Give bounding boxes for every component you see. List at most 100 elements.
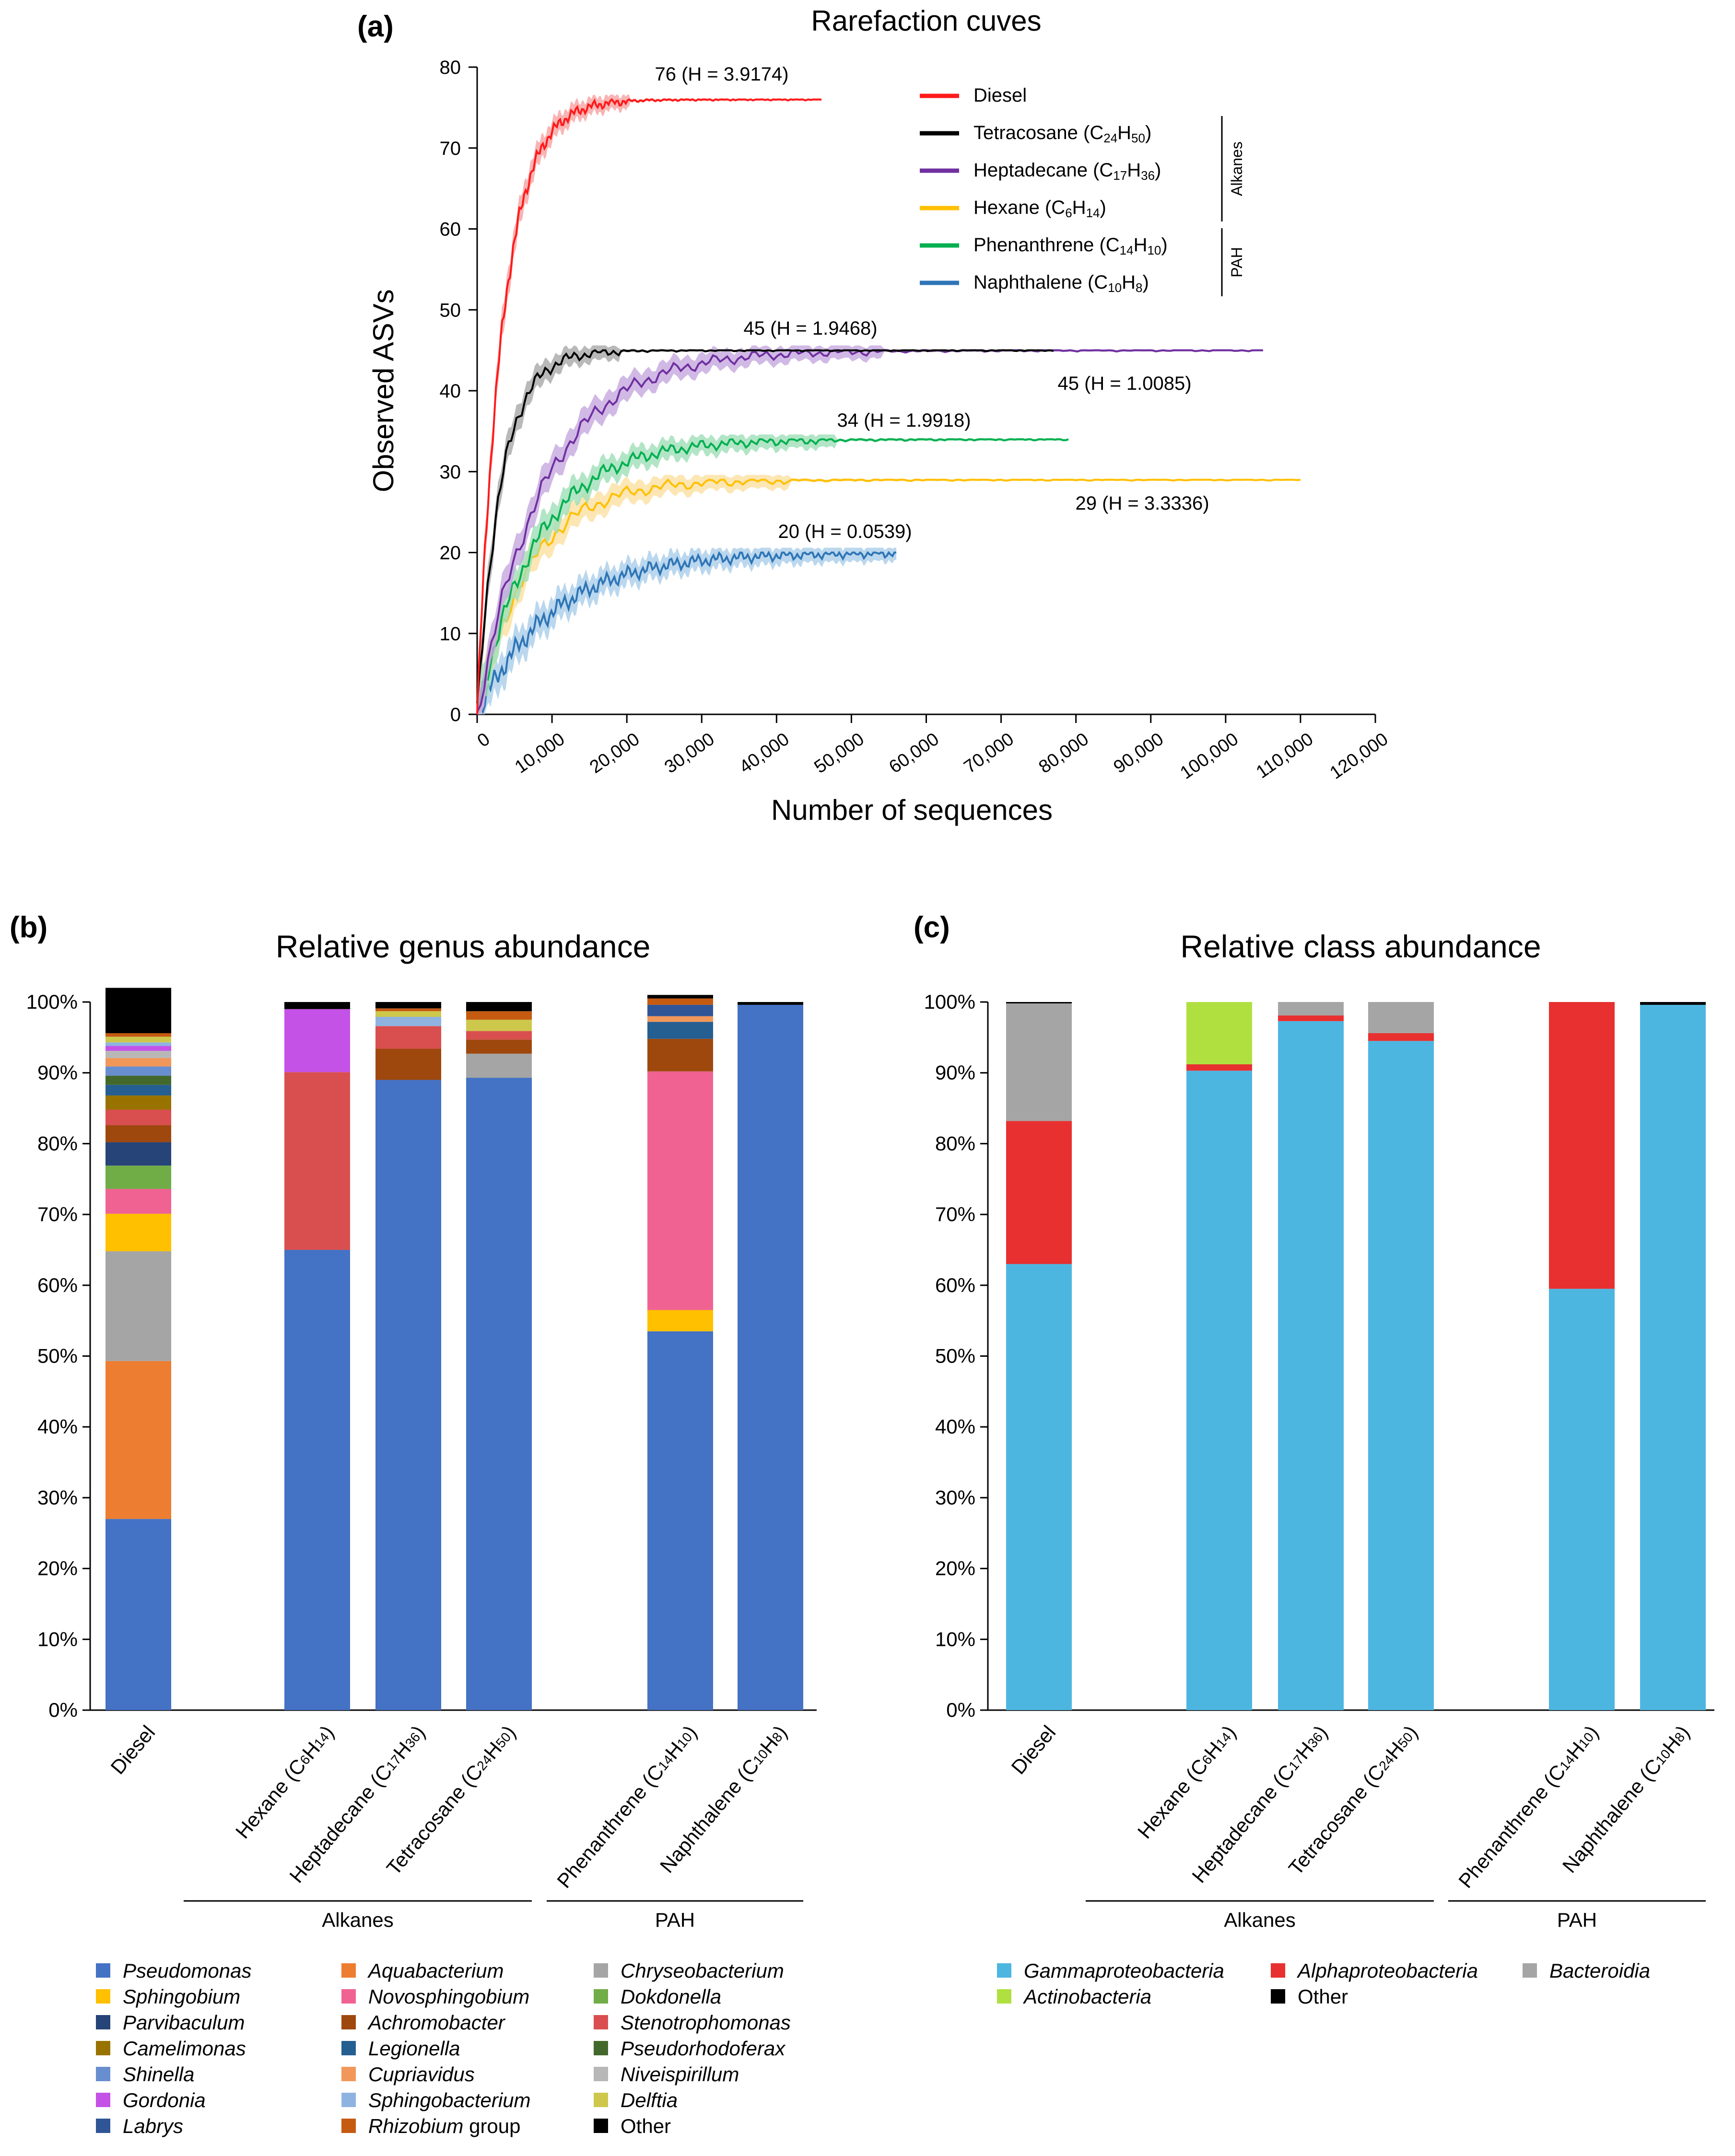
genus-bar-cupriavidus-0 [106,1058,171,1067]
confidence-band-tetracosane-c24h50 [477,345,1054,714]
legend-label-naphthalene-c10h8: Naphthalene (C10H8) [973,272,1149,295]
genus-y-tick-label: 0% [48,1699,78,1721]
class-y-tick-label: 90% [935,1061,975,1084]
panel-label-a: (a) [357,10,394,43]
genus-y-tick-label: 40% [37,1415,78,1438]
confidence-band-naphthalene-c10h8 [477,548,897,714]
class-bar-gammaproteobacteria-1 [1186,1071,1252,1710]
genus-bar-aquabacterium-0 [106,1361,171,1519]
genus-legend-label-parvibaculum: Parvibaculum [123,2011,245,2034]
genus-bar-achromobacter-3 [466,1039,532,1054]
genus-legend-label-labrys: Labrys [123,2115,183,2137]
genus-bar-pseudomonas-0 [106,1519,171,1710]
x-tick-label: 20,000 [586,729,643,778]
genus-category-label-0: Diesel [106,1721,160,1779]
y-tick-label: 50 [440,300,461,321]
class-bar-bacteroidia-3 [1368,1002,1434,1033]
genus-legend-swatch-sphingobium [96,1989,110,2004]
genus-legend-label-gordonia: Gordonia [123,2089,206,2111]
genus-bar-other-4 [647,995,713,999]
panel-label-c: (c) [914,911,950,944]
genus-y-tick-label: 60% [37,1274,78,1296]
class-legend-swatch-gammaproteobacteria [997,1963,1011,1978]
class-legend-swatch-alphaproteobacteria [1271,1963,1285,1978]
genus-legend-swatch-gordonia [96,2093,110,2107]
genus-bar-other-5 [738,1002,803,1005]
x-tick-label: 90,000 [1110,729,1167,778]
genus-title: Relative genus abundance [276,929,651,964]
class-y-tick-label: 50% [935,1345,975,1367]
genus-bar-sphingobacterium-2 [375,1017,441,1026]
genus-legend-swatch-novosphingobium [341,1989,356,2004]
genus-bar-dokdonella-0 [106,1165,171,1189]
genus-legend-swatch-niveispirillum [594,2067,608,2081]
class-legend-label-bacteroidia: Bacteroidia [1549,1959,1650,1982]
genus-legend-swatch-labrys [96,2119,110,2133]
genus-legend-swatch-dokdonella [594,1989,608,2004]
class-bar-gammaproteobacteria-5 [1640,1004,1706,1710]
genus-legend-swatch-shinella [96,2067,110,2081]
genus-bar-delftia-3 [466,1019,532,1031]
x-tick-label: 30,000 [661,729,718,778]
genus-y-tick-label: 90% [37,1061,78,1084]
genus-legend-label-pseudorhodoferax: Pseudorhodoferax [621,2037,786,2060]
genus-y-tick-label: 50% [37,1345,78,1367]
genus-y-tick-label: 70% [37,1203,78,1225]
genus-bar-achromobacter-4 [647,1038,713,1072]
class-y-tick-label: 70% [935,1203,975,1225]
class-legend-label-alphaproteobacteria: Alphaproteobacteria [1296,1959,1478,1982]
genus-legend-swatch-chryseobacterium [594,1963,608,1978]
x-tick-label: 80,000 [1035,729,1092,778]
genus-legend-swatch-legionella [341,2041,356,2055]
genus-legend-label-aquabacterium: Aquabacterium [367,1959,504,1982]
genus-bar-parvibaculum-0 [106,1142,171,1166]
class-group-label-alkanes: Alkanes [1224,1909,1295,1931]
genus-bar-camelimonas-0 [106,1095,171,1110]
x-tick-label: 70,000 [961,729,1018,778]
class-legend-swatch-bacteroidia [1523,1963,1537,1978]
genus-bar-other-0 [106,988,171,1033]
genus-bar-delftia-2 [375,1011,441,1017]
x-tick-label: 60,000 [886,729,943,778]
genus-legend-swatch-sphingobacterium [341,2093,356,2107]
genus-y-tick-label: 80% [37,1132,78,1154]
genus-legend-swatch-pseudomonas [96,1963,110,1978]
class-category-label-1: Hexane (C6H14) [1133,1721,1241,1843]
curve-naphthalene-c10h8 [476,550,897,715]
annotation-naphthalene-c10h8: 20 (H = 0.0539) [778,521,912,542]
genus-bar-stenotrophomonas-3 [466,1031,532,1040]
genus-legend-swatch-delftia [594,2093,608,2107]
genus-y-tick-label: 20% [37,1557,78,1580]
genus-legend-label-camelimonas: Camelimonas [123,2037,246,2060]
y-tick-label: 80 [440,57,461,78]
genus-bar-rhizobium-group-4 [647,998,713,1005]
class-group-label-pah: PAH [1557,1909,1597,1931]
class-y-tick-label: 0% [946,1699,975,1721]
genus-legend-swatch-cupriavidus [341,2067,356,2081]
genus-legend-label-other: Other [621,2115,671,2137]
rarefaction-title: Rarefaction cuves [811,5,1041,37]
class-category-label-0: Diesel [1007,1721,1060,1779]
x-tick-label: 10,000 [511,729,568,778]
genus-bar-other-2 [375,1002,441,1009]
genus-bar-niveispirillum-0 [106,1050,171,1058]
class-legend-label-other: Other [1298,1985,1348,2008]
class-bar-gammaproteobacteria-2 [1278,1021,1344,1710]
genus-legend-swatch-other [594,2119,608,2133]
class-bar-bacteroidia-2 [1278,1002,1344,1016]
genus-legend-label-pseudomonas: Pseudomonas [123,1959,252,1982]
genus-y-tick-label: 10% [37,1628,78,1650]
genus-legend-swatch-parvibaculum [96,2015,110,2029]
genus-bar-novosphingobium-4 [647,1071,713,1310]
genus-legend-label-delftia: Delftia [621,2089,678,2111]
genus-bar-other-1 [284,1002,350,1009]
genus-bar-shinella-0 [106,1066,171,1076]
x-axis-title: Number of sequences [771,794,1053,826]
x-tick-label: 50,000 [810,729,868,778]
class-bar-bacteroidia-0 [1006,1003,1072,1121]
genus-bar-pseudomonas-4 [647,1331,713,1710]
genus-category-label-1: Hexane (C6H14) [231,1721,339,1843]
y-tick-label: 60 [440,219,461,240]
class-y-tick-label: 20% [935,1557,975,1580]
